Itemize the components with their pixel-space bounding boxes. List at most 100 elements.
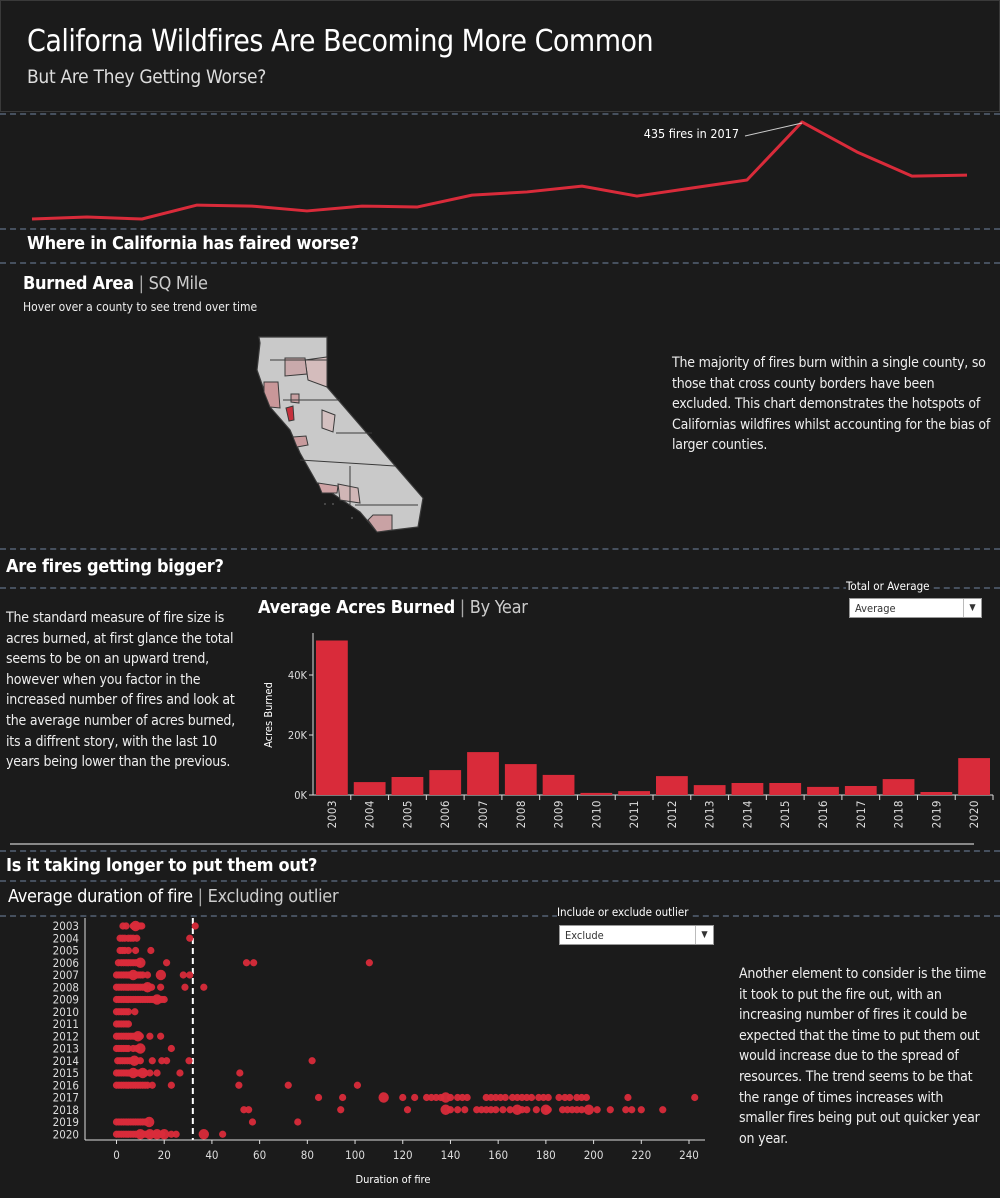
fire-point-2012[interactable] [157,1032,165,1040]
line-point-2007[interactable] [248,202,256,210]
bar-2015[interactable] [769,783,802,795]
fire-point-2018[interactable] [446,1106,455,1114]
line-point-2015[interactable] [688,184,696,192]
fire-point-2018[interactable] [578,1106,586,1114]
fire-point-2013[interactable] [135,1043,146,1054]
fire-point-2008[interactable] [181,983,189,991]
fire-point-2018[interactable] [593,1106,601,1114]
fire-point-2006[interactable] [250,959,258,967]
fire-point-2018[interactable] [544,1106,552,1114]
fire-point-2007[interactable] [186,971,194,979]
fire-point-2017[interactable] [446,1093,455,1102]
bar-2010[interactable] [580,792,613,795]
line-point-2020[interactable] [963,171,971,179]
fire-point-2006[interactable] [135,957,146,968]
fire-point-2019[interactable] [143,1116,155,1128]
horizontal-scrollbar[interactable] [10,843,974,845]
county-butte[interactable] [290,393,300,404]
fire-point-2018[interactable] [659,1106,667,1114]
fire-point-2017[interactable] [463,1093,471,1102]
line-point-2019[interactable] [908,172,916,180]
fire-point-2018[interactable] [403,1106,412,1114]
line-point-2012[interactable] [523,188,531,196]
fire-point-2018[interactable] [492,1106,500,1114]
bar-2012[interactable] [656,776,688,795]
fire-point-2014[interactable] [185,1057,193,1065]
line-point-2017[interactable] [798,118,806,126]
fire-point-2018[interactable] [606,1106,614,1114]
fire-point-2017[interactable] [501,1093,509,1102]
outlier-dropdown[interactable]: Exclude ▼ [559,925,714,945]
fire-point-2017[interactable] [399,1093,407,1102]
bar-2011[interactable] [618,791,650,795]
fire-point-2015[interactable] [176,1069,184,1077]
fire-point-2006[interactable] [162,959,171,967]
bar-2008[interactable] [504,764,537,795]
fire-point-2018[interactable] [337,1106,345,1114]
chevron-down-icon[interactable]: ▼ [963,599,981,617]
fire-point-2018[interactable] [622,1106,630,1114]
fire-point-2018[interactable] [461,1106,469,1114]
california-county-map[interactable] [250,330,440,540]
line-point-2010[interactable] [413,203,421,211]
fire-point-2016[interactable] [235,1081,243,1089]
fire-point-2006[interactable] [365,959,373,967]
fire-point-2008[interactable] [157,983,165,991]
bar-2020[interactable] [958,758,990,795]
bar-2017[interactable] [844,786,877,795]
fire-point-2020[interactable] [219,1130,227,1138]
fire-point-2020[interactable] [172,1130,180,1138]
fire-point-2012[interactable] [136,1032,144,1040]
fire-point-2016[interactable] [284,1081,292,1089]
fire-point-2018[interactable] [245,1106,253,1114]
line-point-2009[interactable] [358,202,366,210]
bar-2004[interactable] [353,782,386,795]
fire-point-2007[interactable] [143,971,152,979]
fire-point-2018[interactable] [583,1104,595,1115]
county-san-diego[interactable] [367,514,393,533]
line-point-2018[interactable] [853,148,861,156]
line-point-2003[interactable] [28,215,36,223]
line-point-2005[interactable] [138,215,146,223]
fire-point-2015[interactable] [146,1069,154,1077]
fire-duration-strip-plot[interactable]: 0 20 40 60 80 100 120 140 160 180 200 220 240 Duratio… [0,916,730,1198]
fire-point-2016[interactable] [167,1081,175,1089]
fire-point-2015[interactable] [236,1069,244,1077]
fire-point-2014[interactable] [162,1057,171,1065]
fire-point-2013[interactable] [167,1044,175,1053]
fire-point-2018[interactable] [499,1106,507,1114]
fire-point-2017[interactable] [691,1093,699,1102]
fire-point-2014[interactable] [136,1057,144,1065]
bar-2018[interactable] [882,779,915,795]
county-santa-clara[interactable] [292,435,309,448]
fire-point-2018[interactable] [454,1106,462,1114]
fire-point-2017[interactable] [566,1093,574,1102]
fire-count-line-chart[interactable]: 435 fires in 2017 [0,114,1000,228]
fire-point-2018[interactable] [637,1106,645,1114]
fire-point-2019[interactable] [248,1118,257,1126]
county-hotspot[interactable] [285,405,295,422]
line-point-2004[interactable] [83,213,91,221]
county-mendocino[interactable] [263,381,281,409]
county-la[interactable] [337,483,361,504]
bar-2009[interactable] [542,774,575,795]
fire-point-2018[interactable] [523,1106,531,1114]
total-average-dropdown[interactable]: Average ▼ [849,598,982,618]
fire-point-2017[interactable] [378,1092,389,1103]
chevron-down-icon[interactable]: ▼ [695,926,713,944]
fire-point-2012[interactable] [146,1032,154,1040]
fire-point-2010[interactable] [131,1008,139,1016]
fire-point-2020[interactable] [198,1129,210,1140]
fire-point-2018[interactable] [532,1106,540,1114]
fire-point-2017[interactable] [314,1093,323,1102]
fire-point-2016[interactable] [148,1081,156,1089]
fire-point-2005[interactable] [131,946,140,955]
california-outline[interactable] [256,336,424,533]
bar-2003[interactable] [316,640,348,796]
line-point-2013[interactable] [578,182,586,190]
fire-point-2017[interactable] [624,1093,632,1102]
line-point-2008[interactable] [303,207,311,215]
bar-2005[interactable] [391,777,424,795]
bar-2019[interactable] [920,792,953,795]
bar-2014[interactable] [731,783,764,795]
